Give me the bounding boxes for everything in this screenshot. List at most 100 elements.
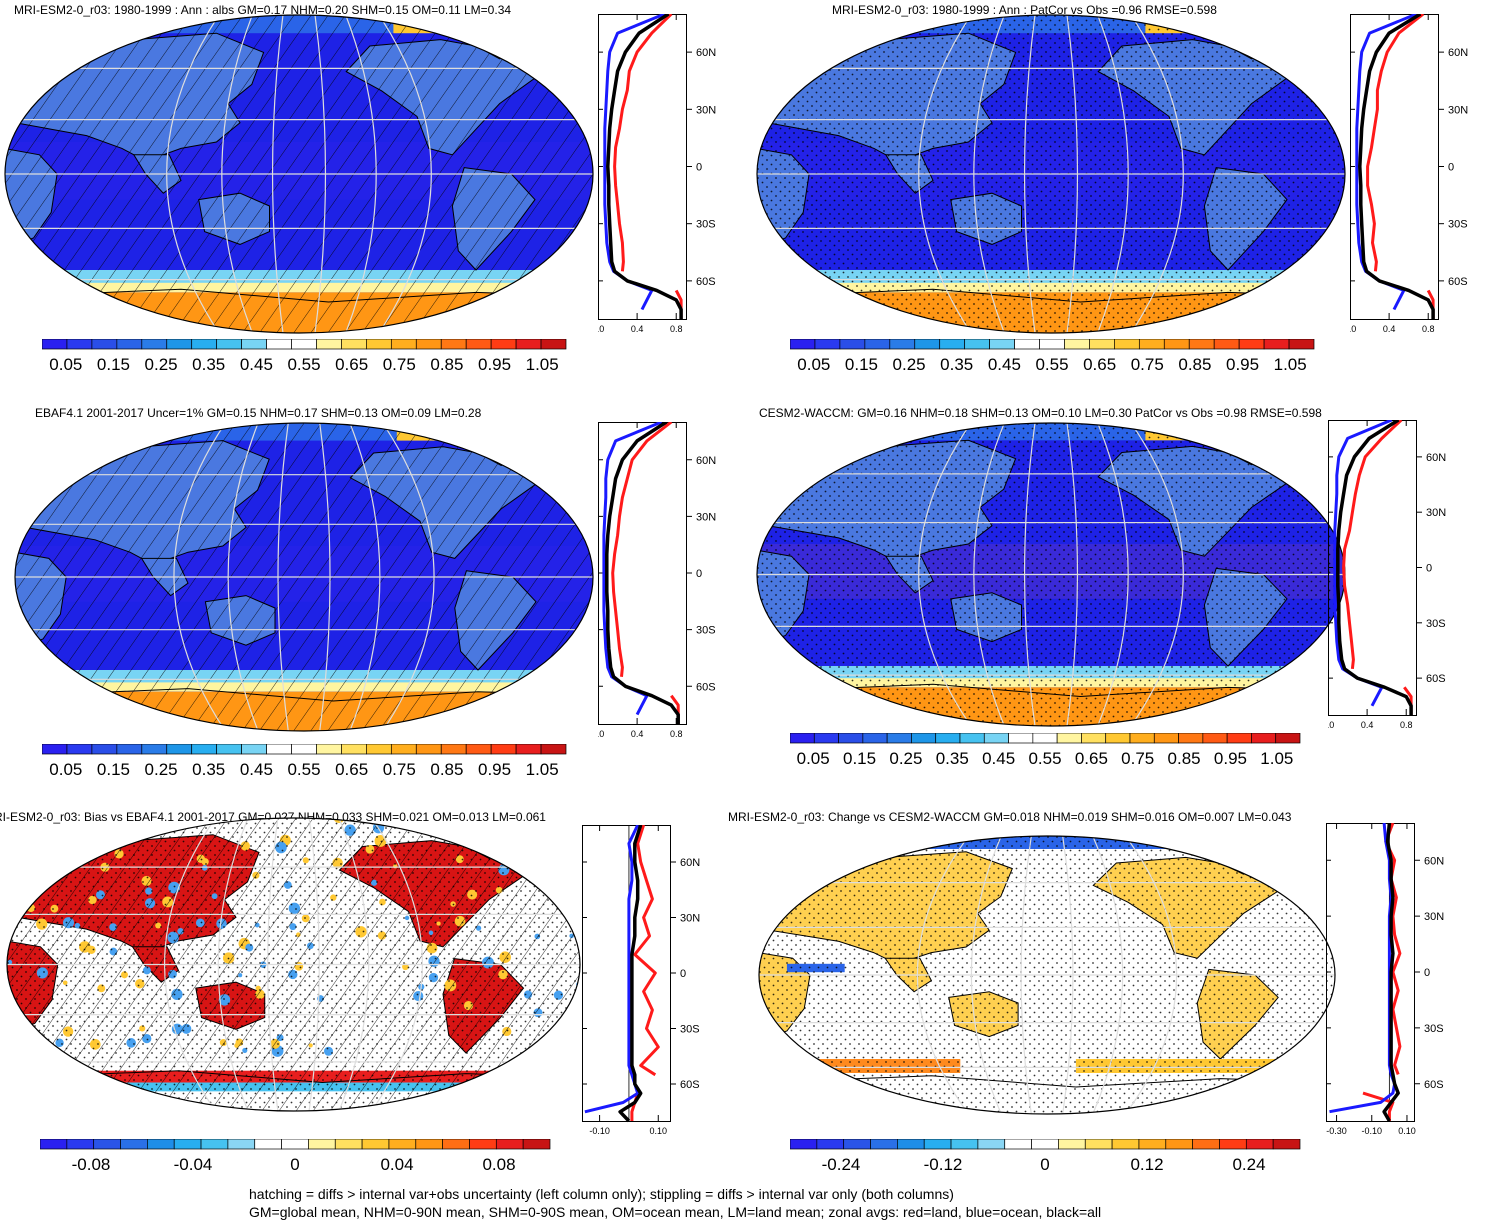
- lat-tick-label: 60S: [1448, 276, 1468, 288]
- colorbar-tick-label: 0.85: [1168, 749, 1201, 768]
- panel-ebaf: EBAF4.1 2001-2017 Uncer=1% GM=0.15 NHM=0…: [0, 400, 746, 790]
- colorbar-swatch: [66, 1139, 95, 1150]
- colorbar-swatch: [1275, 733, 1301, 744]
- colorbar-swatch: [116, 339, 143, 350]
- colorbar-swatch: [964, 339, 990, 350]
- colorbar-tick-label: 0.45: [982, 749, 1015, 768]
- zonal-mean-plot: fraction 60N 30N 0 30S 60S 0.0 0.4 0.8: [1328, 420, 1446, 730]
- colorbar-swatch: [147, 1139, 175, 1150]
- colorbar-swatch: [1008, 733, 1034, 744]
- lat-tick-label: 60S: [1424, 1079, 1444, 1091]
- colorbar-swatch: [308, 1139, 336, 1150]
- colorbar-swatch: [91, 339, 118, 350]
- colorbar-swatch: [120, 1139, 148, 1150]
- colorbar-swatch: [166, 744, 193, 755]
- colorbar-swatch: [191, 744, 218, 755]
- colorbar-tick-label: 0.55: [1028, 749, 1061, 768]
- zonal-x-tick-label: 0.0: [598, 324, 604, 334]
- colorbar-tick-label: 0.25: [145, 760, 178, 779]
- colorbar-tick-label: 0.85: [430, 760, 463, 779]
- colorbar-swatch: [200, 1139, 229, 1150]
- colorbar-tick-label: 1.05: [1260, 749, 1293, 768]
- lat-tick-label: 60S: [696, 681, 716, 693]
- zonal-x-tick-label: -0.10: [1362, 1126, 1383, 1136]
- zonal-x-tick-label: 0.4: [631, 729, 644, 739]
- colorbar-swatch: [291, 744, 317, 755]
- colorbar-swatch: [1288, 339, 1315, 350]
- colorbar-swatch: [490, 744, 517, 755]
- colorbar-tick-label: 0.85: [430, 355, 463, 374]
- map-plot: [4, 14, 594, 334]
- zonal-mean-plot: fraction 60N 30N 0 30S 60S 0.0 0.4 0.8: [1350, 14, 1468, 334]
- colorbar-swatch: [334, 1139, 363, 1150]
- zonal-x-tick-label: 0.10: [1398, 1126, 1416, 1136]
- colorbar-swatch: [515, 339, 542, 350]
- colorbar-swatch: [1245, 1139, 1274, 1150]
- zonal-series-land: [1342, 420, 1413, 715]
- colorbar-swatch: [91, 744, 118, 755]
- colorbar-swatch: [1039, 339, 1065, 350]
- colorbar-swatch: [366, 339, 392, 350]
- lat-tick-label: 30S: [680, 1024, 700, 1036]
- colorbar-tick-label: 0.08: [482, 1155, 515, 1174]
- panel-change: MRI-ESM2-0_r03: Change vs CESM2-WACCM GM…: [728, 805, 1493, 1185]
- colorbar-swatch: [191, 339, 218, 350]
- colorbar-swatch: [241, 744, 267, 755]
- lat-tick-label: 60S: [680, 1079, 700, 1091]
- colorbar-tick-label: 0.95: [478, 355, 511, 374]
- zonal-x-tick-label: 0.8: [1422, 324, 1435, 334]
- colorbar-tick-label: 0.15: [97, 760, 130, 779]
- colorbar-swatch: [1272, 1139, 1301, 1150]
- zonal-series-ocean: [584, 825, 640, 1114]
- lat-tick-label: 60N: [1448, 47, 1468, 59]
- lat-tick-label: 30S: [696, 219, 716, 231]
- colorbar-swatch: [116, 744, 143, 755]
- colorbar-swatch: [1226, 733, 1252, 744]
- lat-tick-label: 30S: [1424, 1023, 1444, 1035]
- colorbar-swatch: [1219, 1139, 1247, 1150]
- colorbar-swatch: [465, 339, 492, 350]
- zonal-x-tick-label: 0.8: [670, 324, 683, 334]
- map-plot: [758, 835, 1336, 1115]
- lat-tick-label: 60N: [1424, 855, 1444, 867]
- colorbar-swatch: [843, 1139, 871, 1150]
- colorbar-swatch: [813, 733, 839, 744]
- zonal-xlabel: fraction: [1355, 823, 1385, 824]
- panel-title: MRI-ESM2-0_r03: Change vs CESM2-WACCM GM…: [728, 810, 1292, 824]
- footer-line-2: GM=global mean, NHM=0-90N mean, SHM=0-90…: [249, 1204, 1102, 1220]
- zonal-series-ocean: [1329, 823, 1397, 1114]
- lat-tick-label: 0: [696, 162, 702, 174]
- colorbar-swatch: [1263, 339, 1290, 350]
- zonal-series-land: [611, 422, 680, 724]
- colorbar-swatch: [1032, 733, 1058, 744]
- zonal-mean-plot: fraction 60N 30N 0 30S 60S -0.30 -0.10 0.10: [1326, 823, 1444, 1136]
- colorbar-swatch: [911, 733, 937, 744]
- colorbar-swatch: [42, 744, 68, 755]
- colorbar-swatch: [1213, 339, 1240, 350]
- zonal-x-tick-label: 0.0: [1328, 720, 1334, 730]
- colorbar-tick-label: 0.35: [192, 355, 225, 374]
- colorbar-swatch: [950, 1139, 979, 1150]
- zonal-x-tick-label: 0.0: [1350, 324, 1356, 334]
- colorbar-swatch: [495, 1139, 524, 1150]
- map-plot: [14, 422, 594, 732]
- colorbar-swatch: [862, 733, 888, 744]
- colorbar: 0.05 0.15 0.25 0.35 0.45 0.55 0.65 0.75 0.85 0.95…: [42, 339, 567, 374]
- colorbar-tick-label: 0.12: [1130, 1155, 1163, 1174]
- colorbar-swatch: [1064, 339, 1090, 350]
- colorbar-tick-label: 0.15: [97, 355, 130, 374]
- colorbar-swatch: [316, 339, 342, 350]
- colorbar-swatch: [93, 1139, 121, 1150]
- colorbar-tick-label: 0.75: [383, 355, 416, 374]
- panel-bias: MRI-ESM2-0_r03: Bias vs EBAF4.1 2001-201…: [0, 805, 746, 1185]
- zonal-series-all: [1336, 420, 1413, 715]
- zonal-xlabel: fraction: [1379, 14, 1409, 15]
- lat-tick-label: 0: [1448, 162, 1454, 174]
- colorbar-swatch: [977, 1139, 1006, 1150]
- lat-tick-label: 0: [696, 568, 702, 580]
- colorbar-swatch: [983, 733, 1009, 744]
- colorbar-swatch: [361, 1139, 390, 1150]
- colorbar-tick-label: 0.05: [797, 749, 830, 768]
- zonal-mean-plot: fraction 60N 30N 0 30S 60S 0.0 0.4 0.8: [598, 14, 716, 334]
- colorbar-swatch: [1138, 1139, 1167, 1150]
